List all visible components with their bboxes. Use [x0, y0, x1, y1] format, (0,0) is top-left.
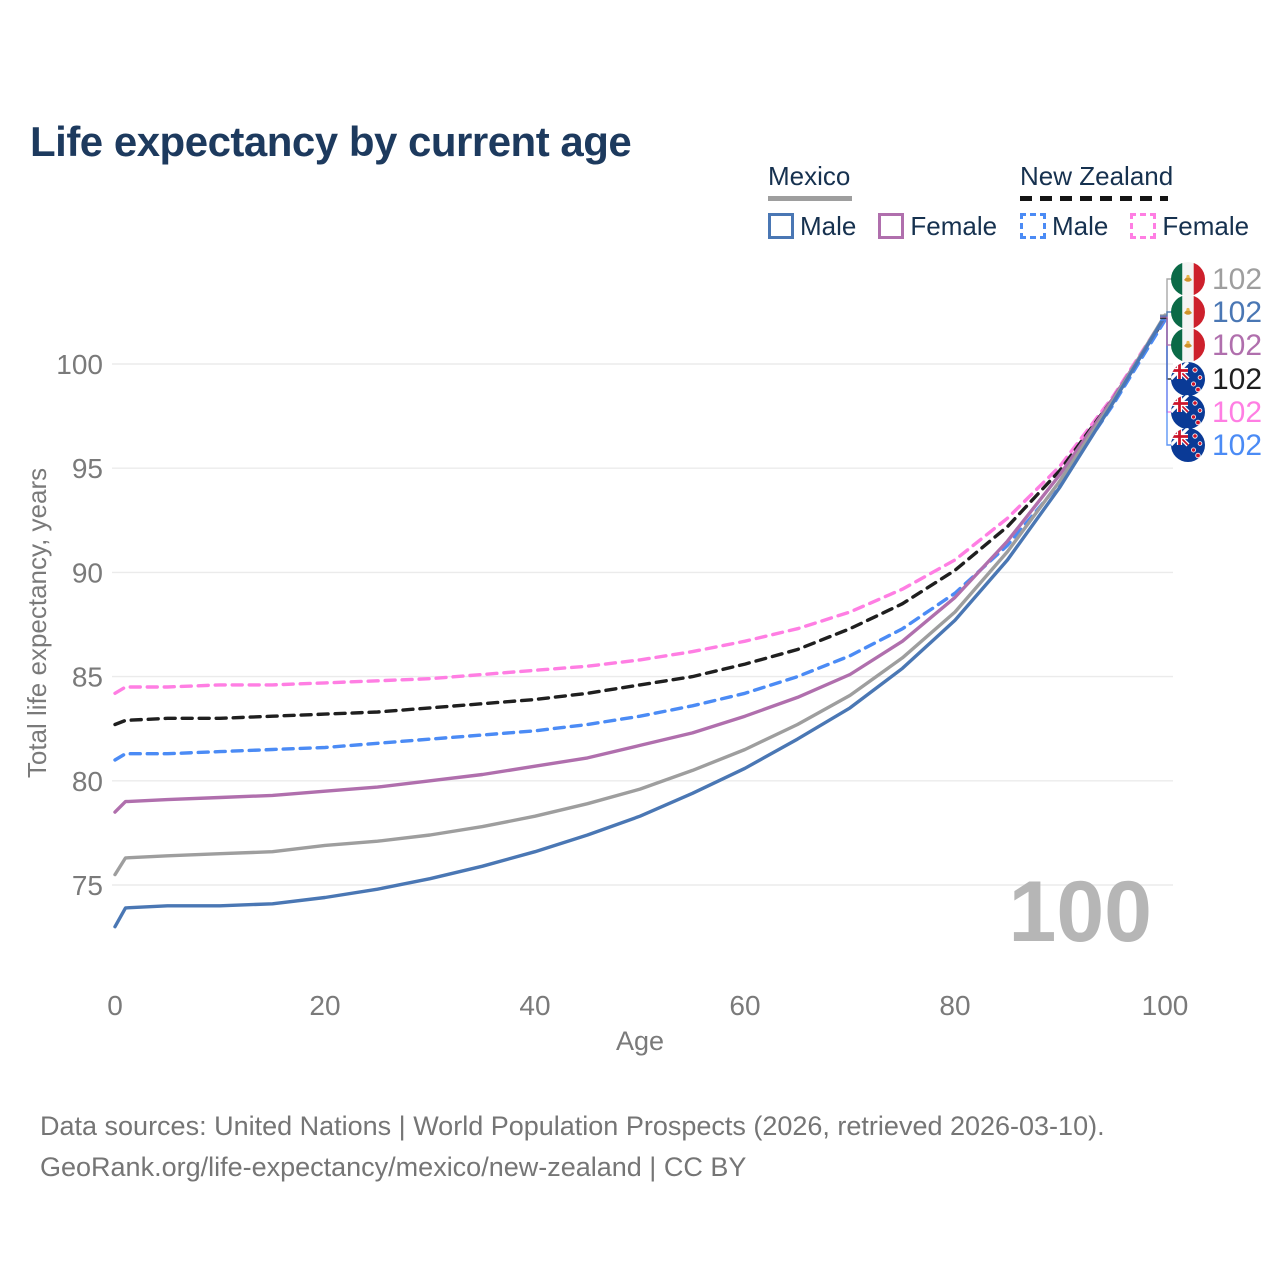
legend-country-mexico: Mexico [768, 161, 851, 191]
legend-item-mexico-male[interactable]: Male [768, 211, 856, 242]
new-zealand-flag-icon [1171, 362, 1205, 396]
mexico-flag-icon [1171, 328, 1205, 362]
mexico-solid-line-sample [768, 195, 852, 201]
end-label-row-2: 102 [1171, 328, 1262, 362]
end-label-row-3: 102 [1171, 362, 1262, 396]
mexico-flag-icon [1171, 295, 1205, 329]
x-tick-label-20: 20 [309, 990, 340, 1021]
end-value-label: 102 [1212, 429, 1262, 462]
series-line-mexico-both-sexes [113, 313, 1167, 877]
page-title: Life expectancy by current age [30, 118, 632, 166]
series-line-new-zealand-both-sexes [113, 316, 1167, 727]
end-value-label: 102 [1212, 363, 1262, 396]
x-axis-title: Age [616, 1026, 664, 1056]
data-source-note: Data sources: United Nations | World Pop… [40, 1106, 1240, 1187]
y-tick-label-100: 100 [56, 349, 103, 380]
legend-item-nz-female[interactable]: Female [1130, 211, 1249, 242]
line-chart-canvas: 75 80 85 90 95 100 0 20 40 60 80 100 Age Total life e… [22, 262, 1262, 1056]
legend-label-mexico-male: Male [800, 210, 857, 241]
end-value-label: 102 [1212, 329, 1262, 362]
y-tick-label-80: 80 [72, 766, 103, 797]
new-zealand-dashed-line-sample [1020, 195, 1168, 201]
legend-group-new-zealand: New Zealand Male Female [1020, 162, 1249, 242]
legend-label-mexico-female: Female [910, 210, 998, 241]
legend-label-nz-female: Female [1162, 210, 1250, 241]
x-tick-label-100: 100 [1142, 990, 1189, 1021]
series-line-mexico-female [113, 315, 1167, 814]
end-value-label: 102 [1212, 296, 1262, 329]
end-value-label: 102 [1212, 263, 1262, 296]
age-counter-watermark: 100 [1009, 864, 1153, 960]
x-tick-label-80: 80 [939, 990, 970, 1021]
y-tick-label-75: 75 [72, 870, 103, 901]
y-axis-title: Total life expectancy, years [22, 468, 52, 778]
legend-item-mexico-female[interactable]: Female [878, 211, 997, 242]
x-tick-label-40: 40 [519, 990, 550, 1021]
new-zealand-flag-icon [1171, 428, 1205, 462]
end-label-row-0: 102 [1171, 262, 1262, 296]
mexico-flag-icon [1171, 262, 1205, 296]
new-zealand-flag-icon [1171, 395, 1205, 429]
series-line-new-zealand-female [113, 314, 1167, 695]
nz-female-swatch-icon [1130, 213, 1157, 240]
legend-country-new-zealand: New Zealand [1020, 161, 1174, 191]
y-tick-label-95: 95 [72, 453, 103, 484]
footer-line-attribution: GeoRank.org/life-expectancy/mexico/new-z… [40, 1151, 747, 1182]
legend-item-nz-male[interactable]: Male [1020, 211, 1108, 242]
series-line-mexico-male [113, 314, 1167, 929]
end-label-row-5: 102 [1171, 428, 1262, 462]
end-value-label: 102 [1212, 396, 1262, 429]
mexico-male-swatch-icon [768, 213, 794, 240]
end-label-row-1: 102 [1171, 295, 1262, 329]
end-label-row-4: 102 [1171, 395, 1262, 429]
x-tick-label-60: 60 [729, 990, 760, 1021]
mexico-female-swatch-icon [878, 213, 905, 240]
legend-group-mexico: Mexico Male Female [768, 162, 997, 242]
x-tick-label-0: 0 [107, 990, 123, 1021]
nz-male-swatch-icon [1020, 213, 1046, 240]
y-tick-label-85: 85 [72, 662, 103, 693]
legend-label-nz-male: Male [1052, 210, 1109, 241]
footer-line-sources: Data sources: United Nations | World Pop… [40, 1111, 1105, 1141]
y-tick-label-90: 90 [72, 557, 103, 588]
